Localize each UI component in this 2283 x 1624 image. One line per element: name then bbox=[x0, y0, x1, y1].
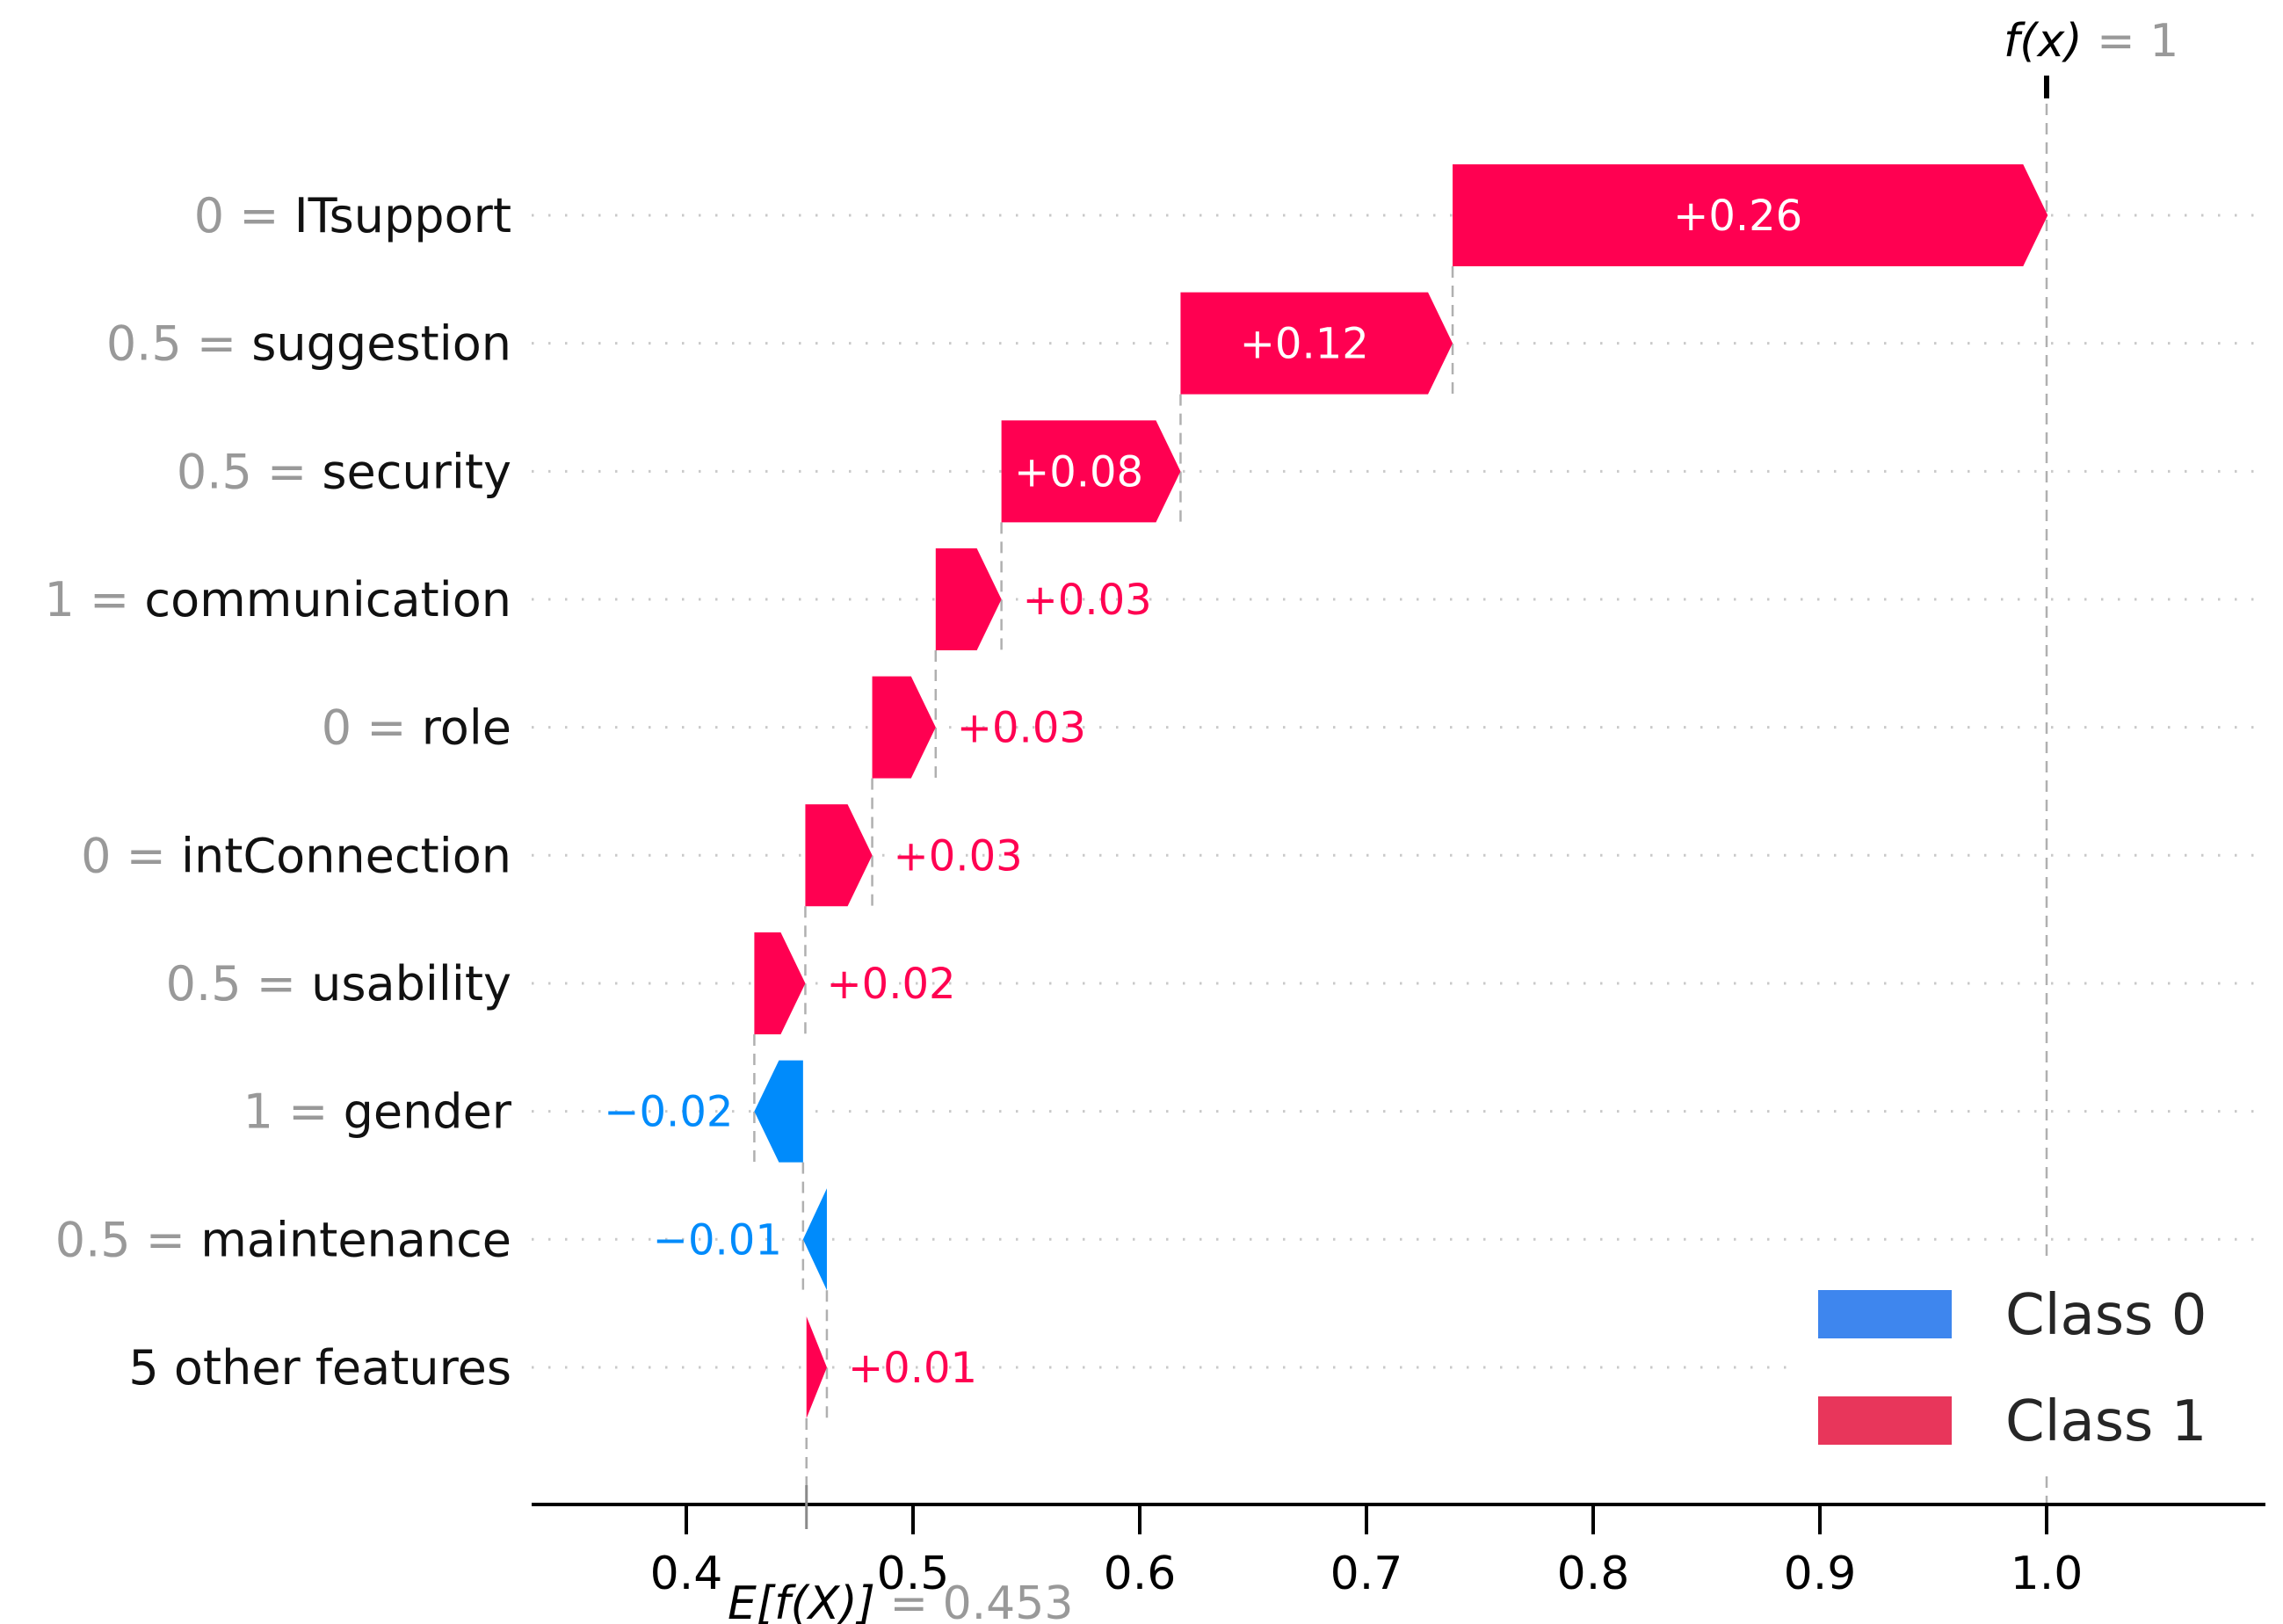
x-axis-tick-label-text: 0.6 bbox=[1104, 1548, 1177, 1600]
feature-label: 0.5 = usability bbox=[166, 956, 511, 1011]
bar-value-label-text: +0.03 bbox=[1023, 576, 1152, 625]
feature-label: 0.5 = suggestion bbox=[106, 316, 511, 372]
bar-value-label: +0.26 bbox=[1673, 192, 1802, 241]
expected-value-annotation-text: E[f(X)] bbox=[728, 1577, 875, 1624]
feature-label-text: role bbox=[407, 700, 511, 756]
x-axis-tick-label-text: 0.7 bbox=[1330, 1548, 1403, 1600]
feature-label-text: suggestion bbox=[236, 316, 511, 372]
shap-bar-intConnection bbox=[805, 804, 873, 907]
shap-bar-suggestion bbox=[1180, 292, 1453, 395]
x-axis-tick-label-text: 0.5 bbox=[877, 1548, 950, 1600]
bar-value-label-text: −0.01 bbox=[653, 1215, 782, 1265]
feature-label-text: ITsupport bbox=[279, 188, 511, 243]
bar-value-label-text: +0.03 bbox=[957, 704, 1086, 753]
bar-value-label-text: +0.02 bbox=[826, 960, 955, 1009]
x-axis-tick-label-text: 0.9 bbox=[1784, 1548, 1857, 1600]
feature-label-text: 0 = bbox=[194, 188, 279, 243]
bar-value-label-text: +0.12 bbox=[1240, 320, 1369, 369]
bar-value-label-text: −0.02 bbox=[604, 1088, 733, 1137]
x-axis-tick-label: 0.6 bbox=[1104, 1548, 1177, 1600]
legend-swatch-0 bbox=[1818, 1290, 1952, 1338]
shap-bar-security bbox=[1001, 420, 1181, 523]
feature-label-text: 0 = bbox=[81, 828, 166, 883]
x-axis-tick-label: 0.4 bbox=[650, 1548, 723, 1600]
bar-value-label-text: +0.03 bbox=[894, 831, 1023, 881]
feature-label: 1 = gender bbox=[243, 1084, 512, 1140]
feature-label-text: 1 = bbox=[243, 1084, 329, 1140]
feature-label: 1 = communication bbox=[44, 572, 511, 627]
x-axis-tick-label-text: 0.8 bbox=[1557, 1548, 1630, 1600]
bar-value-label: +0.08 bbox=[1014, 447, 1143, 497]
feature-label-text: 1 = bbox=[44, 572, 129, 627]
x-axis-tick-label: 1.0 bbox=[2011, 1548, 2084, 1600]
bar-value-label: −0.01 bbox=[653, 1215, 782, 1265]
feature-label: 0 = role bbox=[322, 700, 511, 756]
feature-label: 0.5 = maintenance bbox=[55, 1212, 511, 1267]
feature-label: 0 = intConnection bbox=[81, 828, 511, 883]
feature-label: 5 other features bbox=[128, 1340, 511, 1396]
legend-label-1: Class 1 bbox=[2005, 1389, 2207, 1454]
bar-value-label-text: +0.01 bbox=[848, 1344, 977, 1393]
x-axis-tick-label: 0.5 bbox=[877, 1548, 950, 1600]
bar-value-label-text: +0.08 bbox=[1014, 447, 1143, 497]
fx-annotation: f(x) = 1 bbox=[2004, 15, 2178, 68]
bar-value-label: +0.01 bbox=[848, 1344, 977, 1393]
feature-label-text: gender bbox=[328, 1084, 511, 1140]
expected-value-annotation: E[f(X)] = 0.453 bbox=[728, 1577, 1073, 1624]
feature-label-text: 0.5 = bbox=[106, 316, 236, 372]
feature-label-text: security bbox=[307, 444, 511, 499]
feature-label: 0 = ITsupport bbox=[194, 188, 511, 243]
shap-bar-ITsupport bbox=[1453, 164, 2048, 266]
feature-label-text: 0.5 = bbox=[166, 956, 296, 1011]
x-axis-tick-label-text: 1.0 bbox=[2011, 1548, 2084, 1600]
legend-label-0: Class 0 bbox=[2005, 1283, 2207, 1348]
feature-label-text: usability bbox=[296, 956, 511, 1011]
fx-annotation-text: = 1 bbox=[2083, 15, 2179, 68]
feature-label-text: communication bbox=[129, 572, 511, 627]
bar-value-label: −0.02 bbox=[604, 1088, 733, 1137]
feature-label: 0.5 = security bbox=[177, 444, 511, 499]
x-axis-tick-label: 0.7 bbox=[1330, 1548, 1403, 1600]
fx-annotation-text: f(x) bbox=[2004, 15, 2083, 68]
feature-label-text: intConnection bbox=[166, 828, 511, 883]
shap-bar-maintenance bbox=[802, 1188, 827, 1291]
feature-label-text: 0 = bbox=[322, 700, 407, 756]
bar-value-label: +0.03 bbox=[894, 831, 1023, 881]
shap-bar-5-other-features bbox=[806, 1316, 827, 1418]
shap-bar-communication bbox=[935, 547, 1002, 650]
bar-value-label: +0.03 bbox=[1023, 576, 1152, 625]
legend-swatch-1 bbox=[1818, 1396, 1952, 1445]
x-axis-tick-label-text: 0.4 bbox=[650, 1548, 723, 1600]
shap-bar-usability bbox=[754, 932, 806, 1034]
x-axis-tick-label: 0.9 bbox=[1784, 1548, 1857, 1600]
bar-value-label: +0.02 bbox=[826, 960, 955, 1009]
feature-label-text: 5 other features bbox=[128, 1340, 511, 1396]
feature-label-text: 0.5 = bbox=[55, 1212, 185, 1267]
shap-bar-gender bbox=[754, 1060, 803, 1163]
bar-value-label: +0.03 bbox=[957, 704, 1086, 753]
legend-label-0-text: Class 0 bbox=[2005, 1283, 2207, 1348]
feature-label-text: maintenance bbox=[185, 1212, 511, 1267]
legend-label-1-text: Class 1 bbox=[2005, 1389, 2207, 1454]
x-axis-tick-label: 0.8 bbox=[1557, 1548, 1630, 1600]
bar-value-label: +0.12 bbox=[1240, 320, 1369, 369]
feature-label-text: 0.5 = bbox=[177, 444, 307, 499]
expected-value-annotation-text: = 0.453 bbox=[875, 1577, 1074, 1624]
shap-bar-role bbox=[872, 676, 936, 779]
bar-value-label-text: +0.26 bbox=[1673, 192, 1802, 241]
